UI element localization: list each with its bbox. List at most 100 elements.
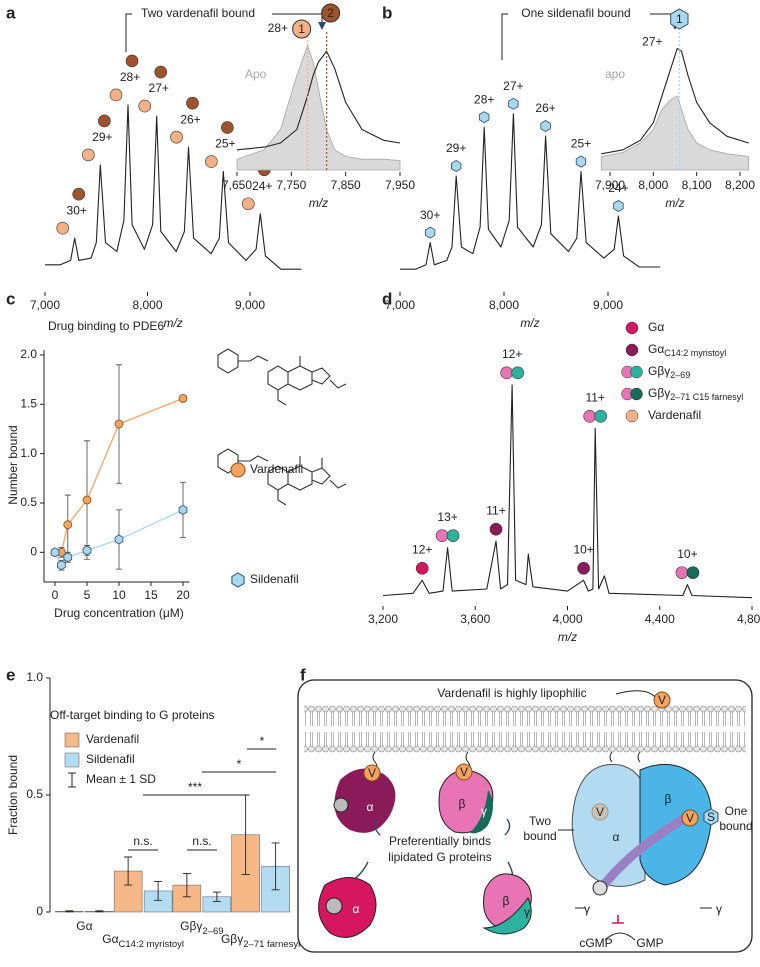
- gamma-label: γ: [584, 902, 590, 916]
- peak-icon: [186, 96, 199, 110]
- x-tick-label: 7,950: [385, 178, 415, 192]
- legend-label: Sildenafil: [86, 752, 135, 766]
- gmp-label: GMP: [636, 936, 663, 950]
- legend-label: Gβγ2–71 C15 farnesyl: [648, 386, 743, 402]
- peak-icon: [424, 226, 436, 239]
- legend-name: Gβγ: [648, 364, 670, 378]
- sig-label: ***: [188, 780, 202, 794]
- drug-letter: S: [707, 810, 715, 824]
- y-axis-label: Number bound: [6, 425, 20, 504]
- beta-label: β: [665, 792, 672, 806]
- marker-label: 1: [676, 12, 683, 26]
- gamma-label: γ: [524, 905, 530, 919]
- peak-icon: [82, 148, 95, 162]
- bound-label: bound: [719, 819, 752, 833]
- category-subscript: C14:2 myristoyl: [119, 939, 184, 950]
- marker-icon: [670, 8, 689, 30]
- chart-title: Two vardenafil bound: [141, 6, 255, 20]
- data-line: [382, 384, 753, 599]
- series-label: apo: [605, 67, 625, 81]
- peak-icon: [450, 160, 462, 172]
- marker-label: 1: [298, 22, 305, 36]
- category-name: Gβγ: [221, 932, 243, 946]
- error-bar: [124, 856, 133, 886]
- panel-label: b: [382, 3, 392, 22]
- sig-label: n.s.: [192, 834, 211, 848]
- legend-marker: [625, 321, 639, 335]
- peak-icon: [72, 187, 86, 201]
- peak-label: 25+: [215, 137, 235, 151]
- category-name: Gα: [76, 919, 92, 933]
- peak-icon: [221, 121, 234, 134]
- data-line: [236, 50, 401, 151]
- g-gamma: [482, 897, 532, 935]
- peak-label: 13+: [437, 510, 457, 524]
- peak-icon: [500, 366, 513, 380]
- peak-icon: [489, 522, 503, 536]
- x-axis-label: m/z: [309, 196, 328, 210]
- molecule-sketch: [217, 348, 347, 506]
- x-axis-label: Drug concentration (μM): [54, 606, 184, 620]
- legend-marker: [625, 343, 639, 357]
- x-tick-label: 8,200: [725, 178, 755, 192]
- gamma-label: γ: [481, 804, 487, 818]
- category-subscript: 2–71 farnesyl: [243, 939, 300, 950]
- peak-icon: [446, 529, 460, 543]
- legend-name: Gα: [648, 342, 664, 356]
- x-tick-label: 4,000: [552, 612, 582, 626]
- panel-label: e: [6, 665, 15, 684]
- alpha-label: α: [353, 902, 360, 916]
- data-point: [178, 393, 188, 403]
- legend-label: Gα: [648, 320, 664, 334]
- error-bar: [212, 891, 221, 902]
- peak-icon: [415, 561, 429, 575]
- peak-label: 12+: [412, 542, 432, 556]
- data-point: [50, 547, 60, 558]
- pde6-gamma: [595, 810, 695, 895]
- peak-icon: [435, 529, 449, 543]
- drug-letter: V: [596, 805, 604, 819]
- x-tick-label: 8,100: [682, 178, 712, 192]
- x-tick-label: 4,800: [737, 612, 760, 626]
- gdp: [333, 797, 349, 813]
- y-tick-label: 1.0: [26, 670, 43, 684]
- x-tick-label: 20: [176, 588, 190, 602]
- drug-letter: V: [658, 693, 666, 707]
- y-tick-label: 0: [36, 904, 43, 918]
- peak-label: 28+: [268, 21, 288, 35]
- category-name: Gβγ: [180, 919, 202, 933]
- drug-letter: V: [368, 766, 376, 780]
- x-axis-label: m/z: [558, 630, 577, 644]
- data-point: [82, 545, 92, 556]
- x-tick-label: 7,650: [222, 178, 252, 192]
- x-tick-label: 7,900: [595, 178, 625, 192]
- legend-subscript: 2–69: [670, 370, 690, 380]
- diagram-title: Vardenafil is highly lipophilic: [437, 686, 586, 700]
- peak-label: 12+: [502, 347, 522, 361]
- peak-label: 24+: [252, 179, 272, 193]
- x-tick-label: GαC14:2 myristoyl: [102, 932, 184, 949]
- peak-label: 11+: [486, 503, 505, 517]
- peak-icon: [577, 561, 590, 575]
- legend-label: GαC14:2 myristoyl: [648, 342, 726, 358]
- x-tick-label: 3,200: [368, 612, 398, 626]
- x-tick-label: 8,000: [638, 178, 668, 192]
- data-point: [63, 552, 73, 563]
- peak-label: 26+: [180, 112, 200, 126]
- x-tick-label: 10: [112, 588, 126, 602]
- significance: n.s. n.s. *** * *: [128, 734, 276, 851]
- data-point: [114, 534, 124, 545]
- bound-label: One: [725, 804, 748, 818]
- y-tick-label: 2.0: [20, 347, 37, 361]
- bound-label: Two: [529, 814, 551, 828]
- y-tick-label: 1.0: [20, 446, 37, 460]
- peak-label: 24+: [608, 181, 628, 195]
- peak-icon: [170, 130, 183, 144]
- legend-swatch: [64, 732, 80, 748]
- legend-label: Mean ± 1 SD: [86, 772, 156, 786]
- peak-label: 29+: [446, 141, 466, 155]
- data-line: [601, 47, 749, 155]
- peak-icon: [583, 409, 596, 423]
- legend-marker: [625, 409, 639, 423]
- drug-icon: [363, 764, 381, 782]
